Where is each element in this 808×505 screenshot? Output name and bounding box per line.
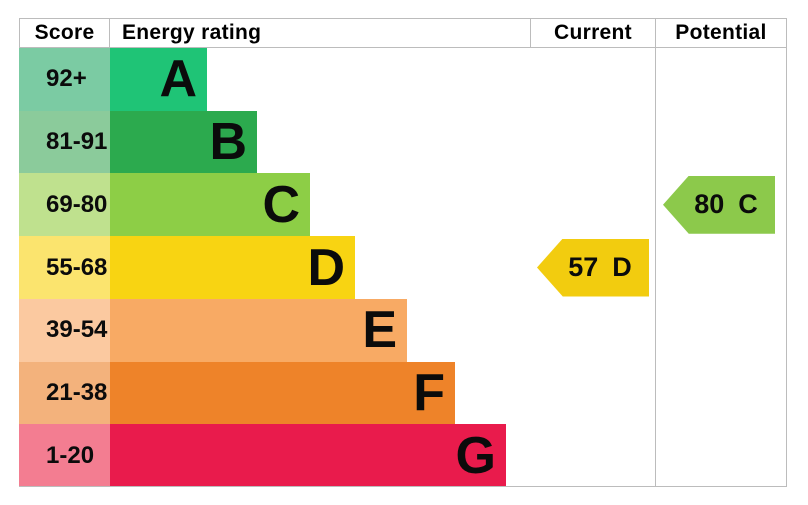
current-band-letter: D: [612, 252, 632, 282]
epc-chart: Score Energy rating Current Potential 92…: [19, 18, 787, 488]
band-bar-d: D: [110, 236, 355, 299]
band-bar-b: B: [110, 110, 257, 174]
current-column: 57 D: [531, 18, 656, 487]
band-row-e: 39-54 E: [19, 298, 531, 362]
header-row: Score Energy rating Current Potential: [19, 18, 787, 48]
score-range-a: 92+: [19, 48, 110, 111]
band-bar-e: E: [110, 298, 407, 362]
potential-score-value: 80: [694, 189, 725, 220]
header-energy-rating: Energy rating: [110, 18, 531, 48]
header-score: Score: [19, 18, 110, 48]
score-range-b: 81-91: [19, 110, 110, 174]
band-row-d: 55-68 D: [19, 236, 531, 299]
band-row-b: 81-91 B: [19, 110, 531, 174]
band-row-f: 21-38 F: [19, 361, 531, 425]
potential-band-letter: C: [738, 189, 758, 220]
score-range-f: 21-38: [19, 361, 110, 425]
band-row-c: 69-80 C: [19, 173, 531, 237]
header-potential: Potential: [656, 18, 787, 48]
score-range-e: 39-54: [19, 298, 110, 362]
header-current: Current: [531, 18, 656, 48]
current-rating-arrow: 57 D: [537, 238, 649, 297]
potential-rating-arrow: 80 C: [663, 175, 775, 234]
band-rows: 92+ A 81-91 B 69-80 C 55-68 D 39-54 E 21-38 F 1-20 G: [19, 48, 531, 488]
band-row-a: 92+ A: [19, 48, 531, 111]
band-bar-c: C: [110, 173, 310, 237]
score-range-d: 55-68: [19, 236, 110, 299]
table-bottom-border: [19, 486, 787, 487]
band-row-g: 1-20 G: [19, 424, 531, 488]
band-bar-a: A: [110, 48, 207, 111]
score-range-c: 69-80: [19, 173, 110, 237]
band-bar-f: F: [110, 361, 455, 425]
potential-column: 80 C: [656, 18, 787, 487]
band-bar-g: G: [110, 424, 506, 488]
current-score-value: 57: [568, 252, 599, 282]
score-range-g: 1-20: [19, 424, 110, 488]
